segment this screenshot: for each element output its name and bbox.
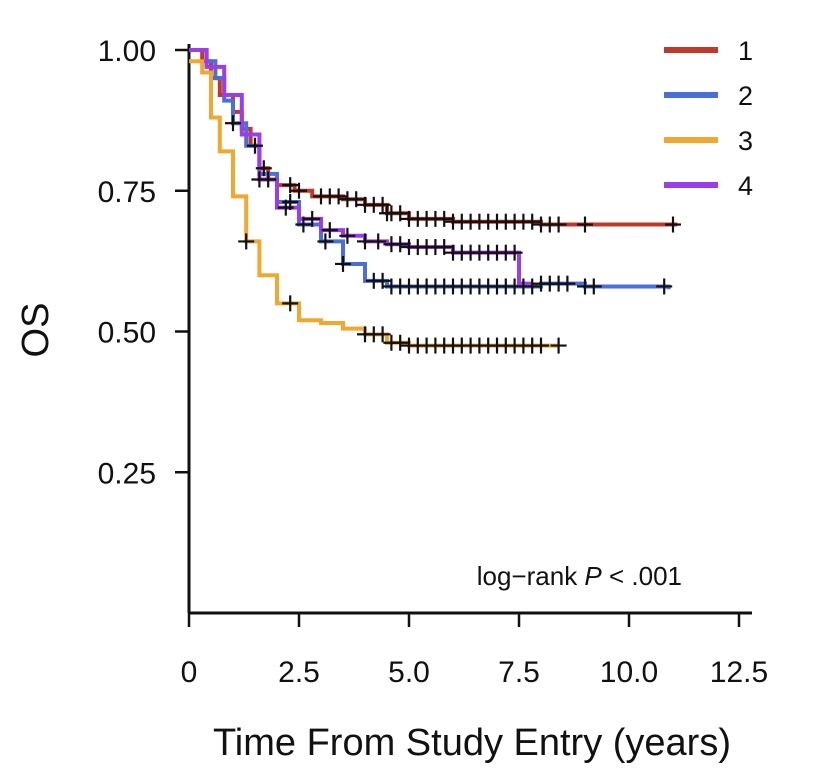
series-1-line (189, 48, 678, 227)
censor-mark-series-2 (656, 278, 673, 295)
censor-mark-series-2 (374, 272, 391, 289)
y-tick-label: 0.50 (98, 317, 156, 350)
censor-marks (225, 115, 681, 354)
x-axis-title: Time From Study Entry (years) (213, 722, 731, 764)
y-axis-title: OS (15, 303, 57, 358)
censor-mark-series-1 (282, 177, 299, 194)
censor-mark-series-3 (374, 326, 391, 343)
censor-mark-series-3 (392, 334, 409, 351)
censor-mark-series-1 (255, 160, 272, 177)
x-tick-label: 10.0 (600, 656, 658, 689)
legend-label-3: 3 (738, 126, 753, 156)
annotation-prefix: log−rank (477, 561, 585, 591)
x-tick-label: 12.5 (710, 656, 768, 689)
censor-mark-series-1 (392, 205, 409, 222)
legend-label-2: 2 (738, 81, 753, 111)
censor-mark-series-1 (577, 216, 593, 233)
x-tick-label: 2.5 (278, 656, 320, 689)
y-tick-label: 1.00 (98, 35, 156, 68)
censor-mark-series-3 (238, 233, 255, 250)
censor-mark-series-4 (339, 227, 356, 244)
censor-mark-series-2 (585, 278, 602, 295)
legend: 1 2 3 4 (664, 36, 753, 201)
censor-mark-series-3 (533, 337, 549, 354)
x-tick-label: 5.0 (388, 656, 430, 689)
censor-mark-series-1 (436, 210, 453, 227)
censor-mark-series-1 (550, 216, 567, 233)
series-lines (189, 48, 678, 348)
censor-mark-series-4 (277, 199, 294, 216)
annotation-suffix: < .001 (602, 561, 682, 591)
censor-mark-series-1 (524, 213, 541, 230)
censor-mark-series-2 (524, 278, 541, 295)
censor-mark-series-4 (370, 233, 387, 250)
censor-mark-series-1 (291, 182, 307, 199)
censor-mark-series-3 (550, 337, 567, 354)
censor-mark-series-2 (247, 137, 263, 154)
legend-label-1: 1 (738, 36, 753, 66)
censor-mark-series-2 (225, 115, 241, 132)
censor-mark-series-4 (392, 236, 409, 253)
y-tick-label: 0.75 (98, 176, 156, 209)
log-rank-annotation: log−rank P < .001 (477, 561, 682, 591)
y-tick-label: 0.25 (98, 457, 156, 490)
series-4-line (189, 48, 533, 286)
censor-mark-series-1 (374, 196, 391, 213)
censor-mark-series-4 (436, 239, 453, 256)
censor-mark-series-4 (321, 222, 338, 239)
x-tick-label: 0 (181, 656, 198, 689)
censor-mark-series-1 (665, 216, 681, 233)
censor-mark-series-4 (260, 171, 277, 188)
legend-label-4: 4 (738, 171, 753, 201)
x-tick-label: 7.5 (498, 656, 540, 689)
axes: 0 2.5 5.0 7.5 10.0 12.5 0.25 0.50 0.75 1.00 (98, 35, 769, 689)
censor-mark-series-1 (348, 191, 365, 208)
censor-mark-series-2 (559, 275, 576, 292)
censor-mark-series-4 (506, 244, 523, 261)
censor-mark-series-2 (317, 233, 334, 250)
censor-mark-series-1 (330, 188, 347, 205)
censor-mark-series-2 (335, 255, 351, 272)
annotation-p: P (584, 561, 602, 591)
censor-mark-series-4 (304, 210, 321, 227)
censor-mark-series-3 (282, 295, 299, 312)
censor-mark-series-2 (295, 216, 312, 233)
